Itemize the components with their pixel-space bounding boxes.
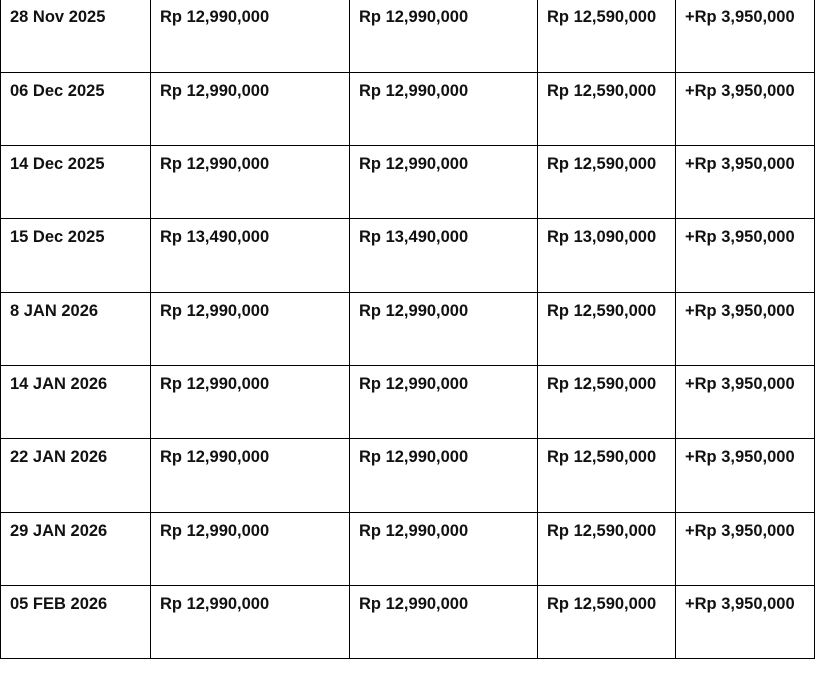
difference-cell: +Rp 3,950,000	[675, 71, 815, 147]
price-cell: Rp 12,990,000	[150, 584, 350, 660]
date-cell: 15 Dec 2025	[0, 218, 151, 293]
date-cell: 05 FEB 2026	[0, 584, 151, 660]
difference-cell: +Rp 3,950,000	[675, 438, 815, 513]
table-row: 14 JAN 2026 Rp 12,990,000 Rp 12,990,000 Rp …	[0, 364, 815, 440]
difference-cell: +Rp 3,950,000	[675, 0, 815, 73]
date-cell: 8 JAN 2026	[0, 291, 151, 366]
price-cell-wrapped: Rp 12,590,000	[537, 291, 676, 366]
table-row: 29 JAN 2026 Rp 12,990,000 Rp 12,990,000 Rp …	[0, 511, 815, 586]
difference-cell: +Rp 3,950,000	[675, 584, 815, 660]
difference-cell: +Rp 3,950,000	[675, 291, 815, 366]
price-cell: Rp 12,990,000	[150, 145, 350, 220]
table-row: 06 Dec 2025 Rp 12,990,000 Rp 12,990,000 Rp …	[0, 71, 815, 147]
price-cell-wrapped: Rp 12,590,000	[537, 0, 676, 73]
price-cell: Rp 12,990,000	[349, 0, 538, 73]
difference-cell: +Rp 3,950,000	[675, 364, 815, 440]
table-row: 22 JAN 2026 Rp 12,990,000 Rp 12,990,000 Rp …	[0, 438, 815, 513]
price-cell-wrapped: Rp 12,590,000	[537, 71, 676, 147]
date-cell: 29 JAN 2026	[0, 511, 151, 586]
price-cell: Rp 12,990,000	[150, 291, 350, 366]
price-cell: Rp 12,990,000	[349, 71, 538, 147]
table-row: 15 Dec 2025 Rp 13,490,000 Rp 13,490,000 Rp …	[0, 218, 815, 293]
price-cell: Rp 12,990,000	[150, 438, 350, 513]
price-cell-wrapped: Rp 12,590,000	[537, 438, 676, 513]
price-cell: Rp 12,990,000	[349, 291, 538, 366]
price-history-table: 28 Nov 2025 Rp 12,990,000 Rp 12,990,000 Rp …	[0, 0, 815, 660]
price-cell-wrapped: Rp 12,590,000	[537, 584, 676, 660]
date-cell: 06 Dec 2025	[0, 71, 151, 147]
difference-cell: +Rp 3,950,000	[675, 218, 815, 293]
price-cell: Rp 12,990,000	[150, 71, 350, 147]
difference-cell: +Rp 3,950,000	[675, 145, 815, 220]
date-cell: 22 JAN 2026	[0, 438, 151, 513]
date-cell: 14 JAN 2026	[0, 364, 151, 440]
table-body: 28 Nov 2025 Rp 12,990,000 Rp 12,990,000 Rp …	[0, 0, 815, 660]
price-cell: Rp 12,990,000	[349, 364, 538, 440]
price-cell: Rp 13,490,000	[150, 218, 350, 293]
price-cell-wrapped: Rp 13,090,000	[537, 218, 676, 293]
price-cell: Rp 12,990,000	[349, 438, 538, 513]
table-row: 14 Dec 2025 Rp 12,990,000 Rp 12,990,000 Rp …	[0, 145, 815, 220]
price-cell: Rp 12,990,000	[349, 511, 538, 586]
price-cell: Rp 12,990,000	[349, 584, 538, 660]
date-cell: 28 Nov 2025	[0, 0, 151, 73]
price-cell: Rp 12,990,000	[349, 145, 538, 220]
price-cell-wrapped: Rp 12,590,000	[537, 511, 676, 586]
date-cell: 14 Dec 2025	[0, 145, 151, 220]
price-cell: Rp 12,990,000	[150, 511, 350, 586]
table-row: 8 JAN 2026 Rp 12,990,000 Rp 12,990,000 Rp 1…	[0, 291, 815, 366]
price-cell: Rp 13,490,000	[349, 218, 538, 293]
table-row: 05 FEB 2026 Rp 12,990,000 Rp 12,990,000 Rp …	[0, 584, 815, 660]
price-cell: Rp 12,990,000	[150, 0, 350, 73]
price-cell-wrapped: Rp 12,590,000	[537, 364, 676, 440]
difference-cell: +Rp 3,950,000	[675, 511, 815, 586]
table-row: 28 Nov 2025 Rp 12,990,000 Rp 12,990,000 Rp …	[0, 0, 815, 73]
price-cell: Rp 12,990,000	[150, 364, 350, 440]
price-cell-wrapped: Rp 12,590,000	[537, 145, 676, 220]
